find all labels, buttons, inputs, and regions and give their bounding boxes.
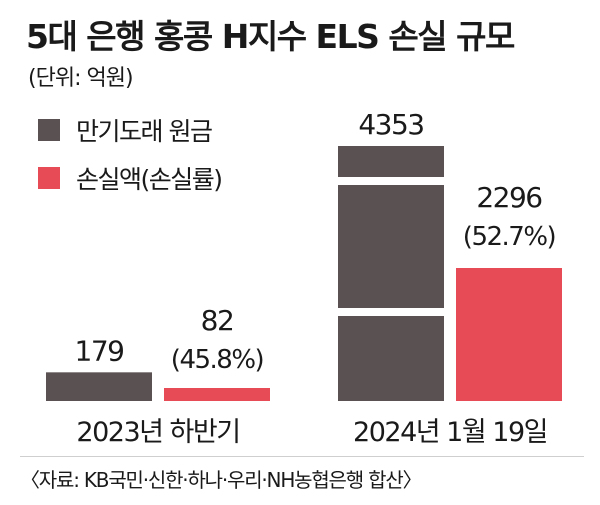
value-label-principal-0: 179 [75, 334, 124, 367]
bar-principal-1-seg1 [338, 146, 444, 177]
value-label-principal-1: 4353 [358, 108, 423, 141]
divider-line [20, 456, 584, 457]
loss-rate-label-1: (52.7%) [463, 222, 555, 252]
legend: 만기도래 원금 손실액(손실률) [38, 116, 223, 212]
chart-title: 5대 은행 홍콩 H지수 ELS 손실 규모 [26, 17, 515, 56]
legend-label-loss: 손실액(손실률) [76, 165, 223, 194]
bar-principal-1-seg2 [338, 185, 444, 308]
legend-swatch-principal [38, 119, 60, 141]
bar-principal-0 [46, 372, 152, 401]
bar-loss-0 [164, 388, 270, 401]
source-note: 〈자료: KB국민·신한·하나·우리·NH농협은행 합산〉 [20, 468, 423, 492]
value-label-loss-1: 2296 [476, 181, 542, 214]
legend-swatch-loss [38, 167, 60, 189]
value-label-loss-0: 82 [201, 304, 234, 337]
category-label-1: 2024년 1월 19일 [353, 417, 547, 448]
legend-label-principal: 만기도래 원금 [76, 117, 213, 146]
legend-item-principal: 만기도래 원금 [38, 116, 222, 146]
unit-label: (단위: 억원) [28, 66, 134, 91]
bar-loss-1 [456, 268, 562, 401]
loss-rate-label-0: (45.8%) [171, 345, 263, 375]
legend-item-loss: 손실액(손실률) [38, 164, 223, 194]
category-label-0: 2023년 하반기 [76, 417, 239, 448]
bar-principal-1-seg3 [338, 316, 444, 401]
